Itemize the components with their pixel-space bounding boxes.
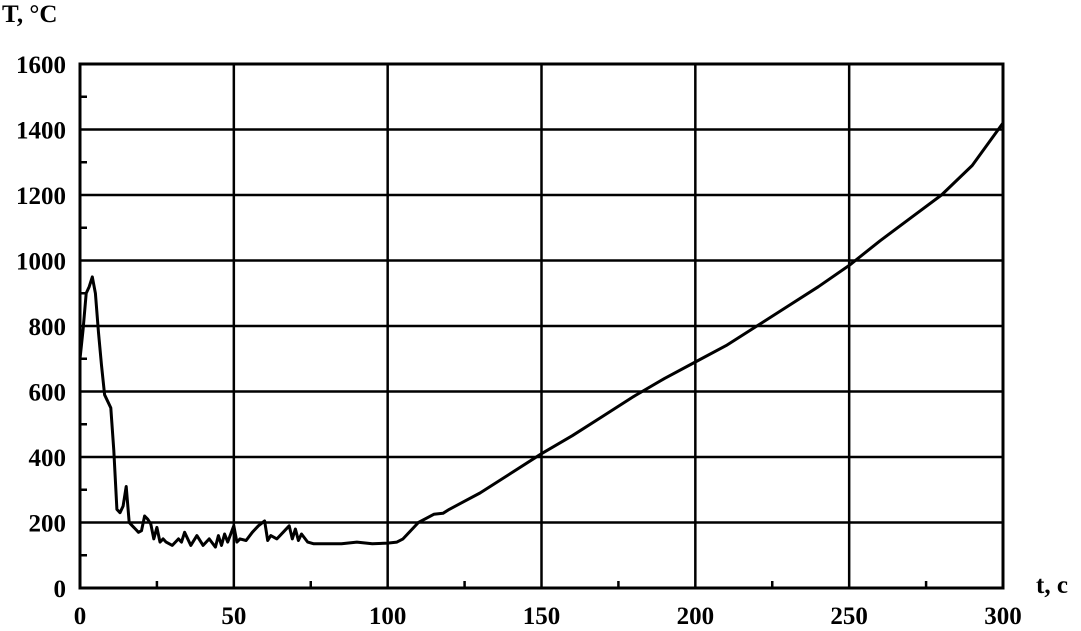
x-tick-label-0: 0 [74,603,87,630]
y-tick-label-200: 200 [29,511,67,538]
x-axis-title: t, c [1036,572,1068,599]
y-axis-title: T, °C [2,1,57,28]
y-tick-label-400: 400 [29,445,67,472]
x-tick-label-200: 200 [677,603,715,630]
x-tick-label-250: 250 [830,603,868,630]
y-tick-label-1200: 1200 [16,183,66,210]
x-tick-label-150: 150 [523,603,561,630]
x-tick-labels: 0 50 100 150 200 250 300 [74,603,1022,630]
y-tick-label-1000: 1000 [16,249,66,276]
y-tick-label-800: 800 [29,314,67,341]
minor-ticks [80,95,928,588]
y-tick-label-1600: 1600 [16,52,66,79]
y-tick-label-1400: 1400 [16,118,66,145]
y-tick-label-0: 0 [54,576,67,603]
grid [80,64,1003,588]
x-tick-label-100: 100 [369,603,407,630]
y-tick-labels: 0 200 400 600 800 1000 1200 1400 1600 [16,52,66,603]
plot-frame [78,62,1005,590]
series-line [78,122,1005,549]
x-tick-label-300: 300 [984,603,1022,630]
y-tick-label-600: 600 [29,380,67,407]
x-tick-label-50: 50 [221,603,246,630]
